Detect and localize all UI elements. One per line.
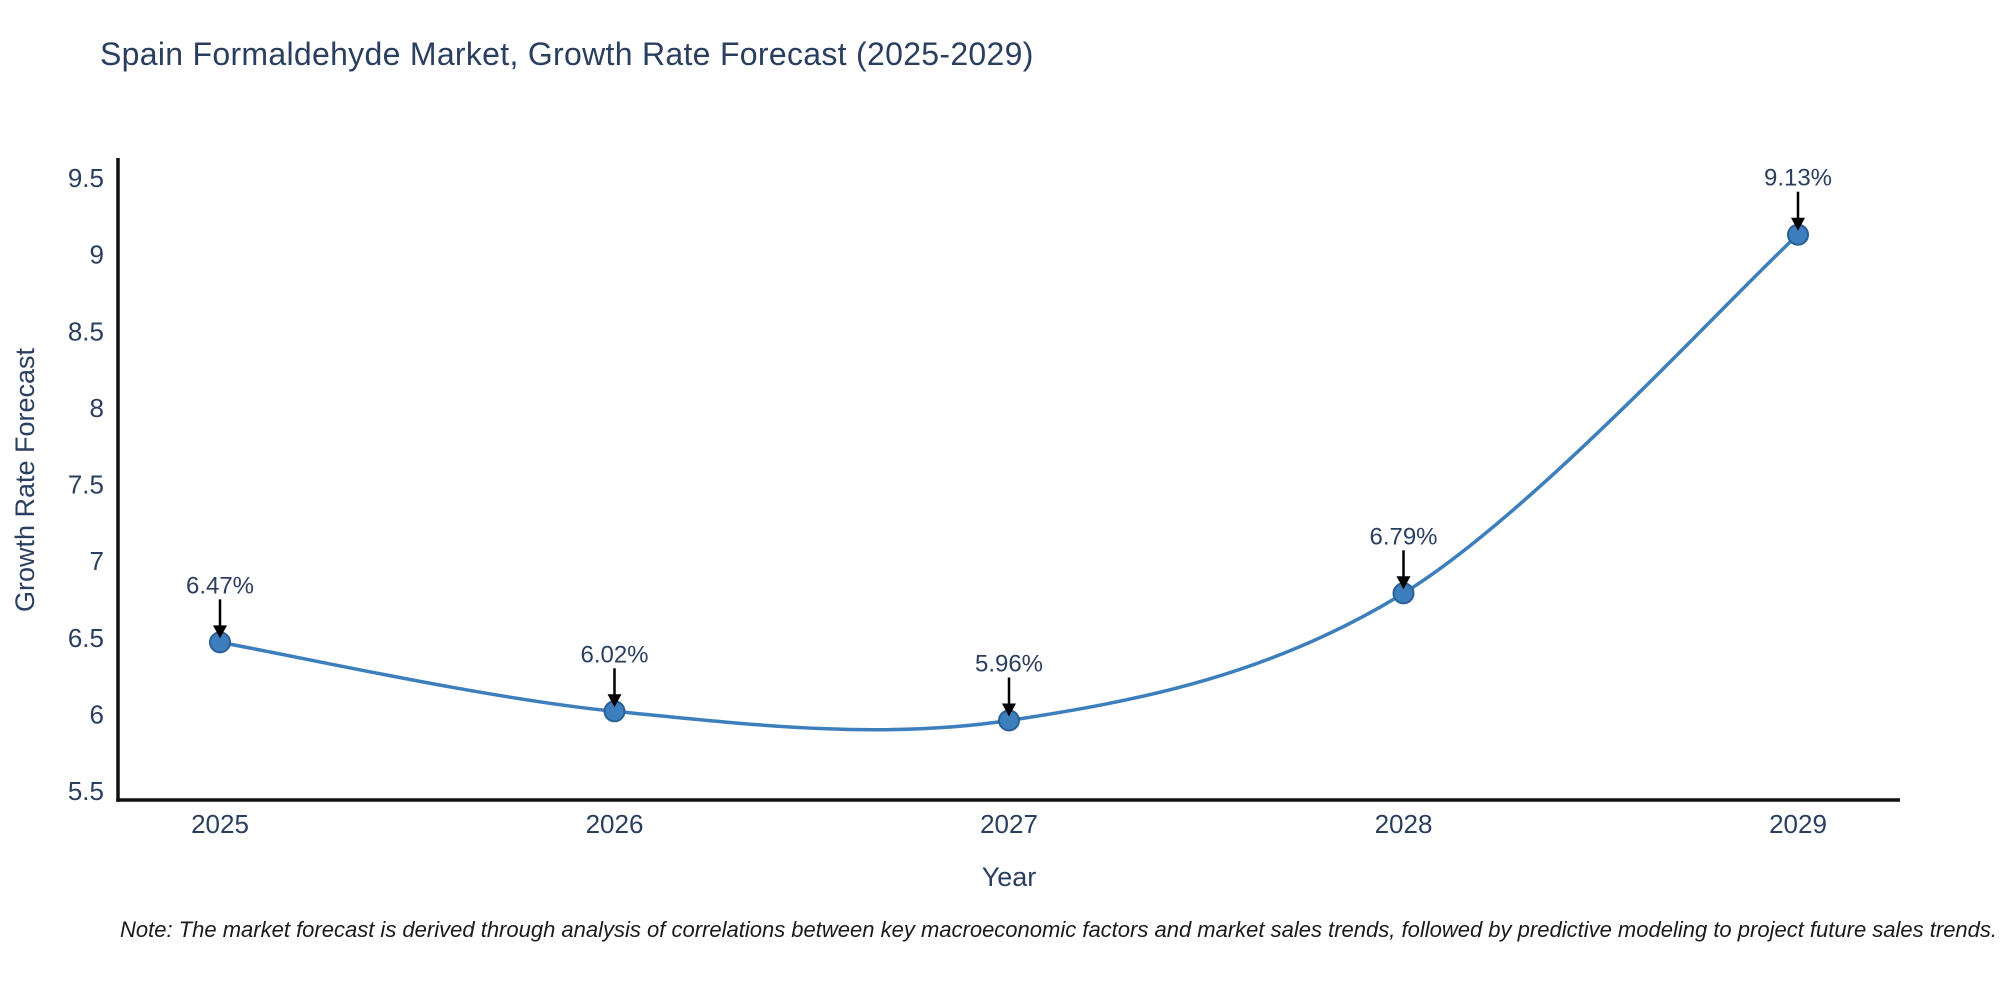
annotation-arrowhead [1002,703,1016,717]
point-annotation-label: 6.47% [186,572,254,599]
annotation-arrowhead [1791,217,1805,231]
point-annotation-label: 6.79% [1369,523,1437,550]
series-line [218,232,1800,732]
x-tick-label: 2025 [191,809,249,839]
x-tick-label: 2027 [980,809,1038,839]
x-tick-label: 2026 [586,809,644,839]
x-tick-label: 2028 [1375,809,1433,839]
x-axis-tick-labels: 2025 2026 2027 2028 2029 [191,809,1827,839]
y-axis-tick-labels: 5.5 6 6.5 7 7.5 8 8.5 9 9.5 [68,163,104,806]
y-axis-title: Growth Rate Forecast [10,347,40,612]
y-tick-label: 6 [90,699,104,729]
y-tick-label: 9.5 [68,163,104,193]
y-tick-label: 6.5 [68,623,104,653]
y-tick-label: 5.5 [68,776,104,806]
chart-title: Spain Formaldehyde Market, Growth Rate F… [100,36,1034,72]
x-tick-label: 2029 [1769,809,1827,839]
series-layer [209,223,1809,732]
annotation-arrowhead [213,625,227,639]
y-tick-label: 8 [90,393,104,423]
y-tick-label: 7.5 [68,470,104,500]
x-axis-title: Year [982,862,1037,892]
annotations-layer: 6.47% 6.02% 5.96% 6.79% 9.13% [186,165,1832,717]
annotation-arrowhead [1396,576,1411,590]
annotation-arrowhead [607,694,622,708]
point-annotation-label: 9.13% [1764,165,1832,192]
point-annotation-label: 6.02% [580,641,648,668]
point-annotation-label: 5.96% [975,651,1043,678]
y-tick-label: 9 [90,240,104,270]
y-tick-label: 7 [90,546,104,576]
chart-footnote: Note: The market forecast is derived thr… [120,917,1998,942]
y-tick-label: 8.5 [68,316,104,346]
